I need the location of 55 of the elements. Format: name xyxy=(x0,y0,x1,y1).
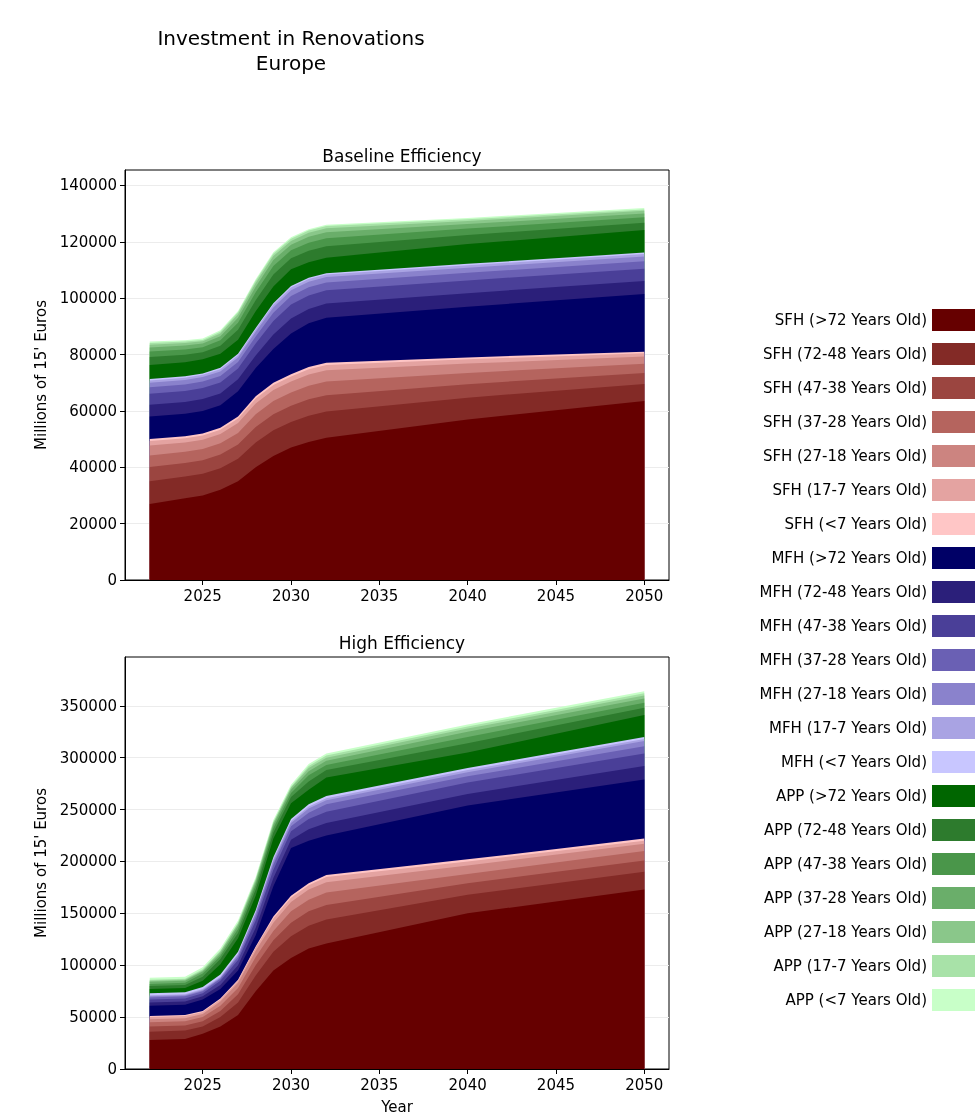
y-tick-label: 80000 xyxy=(69,345,117,364)
x-tick-label: 2035 xyxy=(360,586,399,605)
x-tick-label: 2025 xyxy=(183,1075,222,1094)
x-tick-label: 2040 xyxy=(448,586,487,605)
legend-label: APP (47-38 Years Old) xyxy=(763,855,927,873)
y-tick-label: 120000 xyxy=(59,232,117,251)
y-tick-label: 140000 xyxy=(59,176,117,195)
y-tick-label: 0 xyxy=(107,571,117,589)
legend-label: APP (>72 Years Old) xyxy=(775,787,927,805)
chart-subtitle: High Efficiency xyxy=(338,632,466,653)
legend-label: SFH (47-38 Years Old) xyxy=(762,379,927,397)
legend-label: MFH (37-28 Years Old) xyxy=(759,651,927,669)
y-tick-label: 300000 xyxy=(59,748,117,767)
legend-label: SFH (<7 Years Old) xyxy=(784,515,927,533)
legend-label: MFH (<7 Years Old) xyxy=(780,753,927,771)
y-tick-label: 200000 xyxy=(59,852,117,871)
x-tick-label: 2050 xyxy=(625,1075,664,1094)
y-axis-title: Millions of 15' Euros xyxy=(32,299,51,450)
legend-label: APP (<7 Years Old) xyxy=(785,991,927,1009)
x-tick-label: 2030 xyxy=(271,1075,311,1094)
legend-label: SFH (17-7 Years Old) xyxy=(772,481,927,499)
x-tick-label: 2035 xyxy=(360,1075,399,1094)
y-tick-label: 0 xyxy=(107,1060,117,1078)
x-axis-title: Year xyxy=(380,1097,414,1113)
y-tick-label: 20000 xyxy=(69,514,117,533)
legend-label: MFH (>72 Years Old) xyxy=(771,549,927,567)
legend-label: MFH (72-48 Years Old) xyxy=(759,583,927,601)
y-tick-label: 50000 xyxy=(69,1008,117,1027)
legend-label: MFH (47-38 Years Old) xyxy=(759,617,927,635)
y-tick-label: 250000 xyxy=(59,800,117,819)
x-tick-label: 2045 xyxy=(536,1075,576,1094)
y-tick-label: 150000 xyxy=(59,904,117,923)
chart-subtitle: Baseline Efficiency xyxy=(322,145,482,166)
x-tick-label: 2040 xyxy=(448,1075,487,1094)
legend-label: APP (27-18 Years Old) xyxy=(763,923,927,941)
x-tick-label: 2030 xyxy=(271,586,311,605)
x-tick-label: 2025 xyxy=(183,586,222,605)
chart-title: Investment in Renovations Europe xyxy=(157,25,425,75)
x-tick-label: 2045 xyxy=(536,586,576,605)
y-axis-title: Millions of 15' Euros xyxy=(32,787,51,938)
legend-label: APP (37-28 Years Old) xyxy=(763,889,927,907)
legend-label: SFH (72-48 Years Old) xyxy=(762,345,927,363)
x-tick-label: 2050 xyxy=(625,586,664,605)
legend-label: APP (72-48 Years Old) xyxy=(763,821,927,839)
legend-label: MFH (17-7 Years Old) xyxy=(769,719,927,737)
legend-label: SFH (37-28 Years Old) xyxy=(762,413,927,431)
legend-label: MFH (27-18 Years Old) xyxy=(759,685,927,703)
legend-label: SFH (27-18 Years Old) xyxy=(762,447,927,465)
legend-label: APP (17-7 Years Old) xyxy=(773,957,927,975)
y-tick-label: 40000 xyxy=(69,458,117,477)
legend-label: SFH (>72 Years Old) xyxy=(774,311,927,329)
y-tick-label: 100000 xyxy=(59,289,117,308)
y-tick-label: 60000 xyxy=(69,401,117,420)
y-tick-label: 350000 xyxy=(59,696,117,715)
y-tick-label: 100000 xyxy=(59,956,117,975)
